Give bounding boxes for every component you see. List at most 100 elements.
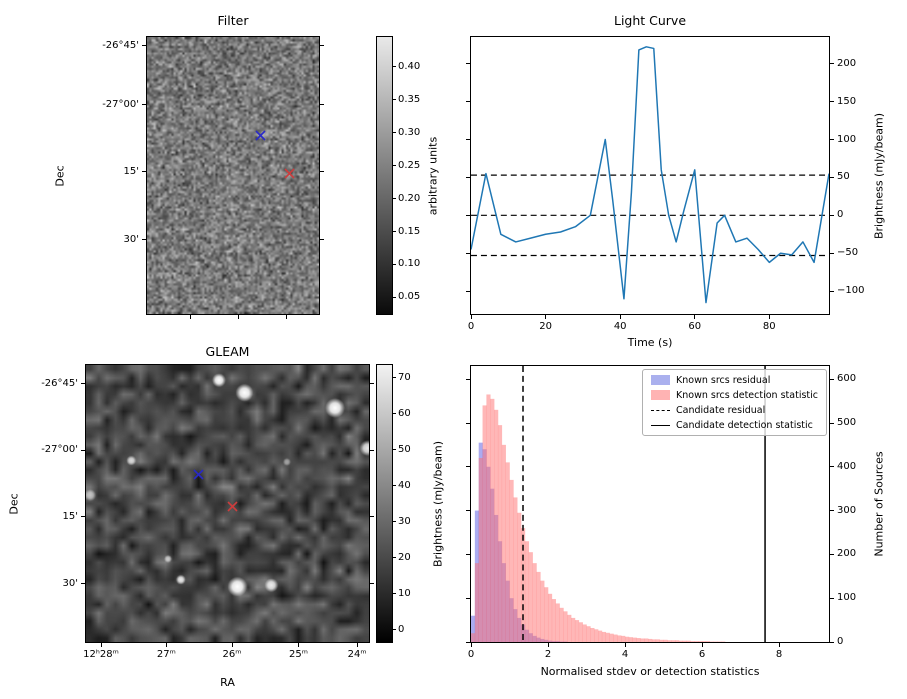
- tick-label: 80: [762, 321, 776, 332]
- tick-mark: [370, 383, 374, 385]
- tick-mark: [830, 597, 834, 599]
- tick-mark: [470, 315, 472, 319]
- tick-mark: [320, 239, 324, 240]
- tick-mark: [142, 171, 146, 173]
- gleam-ylabel: Dec: [7, 492, 21, 515]
- tick-mark: [830, 101, 834, 102]
- legend-item: Candidate residual: [651, 404, 818, 416]
- tick-label: 500: [837, 417, 857, 428]
- colorbar-tick-mark: [393, 231, 396, 232]
- tick-mark: [466, 597, 470, 599]
- colorbar-tick-label: 0: [398, 623, 405, 635]
- colorbar-tick-label: 30: [398, 515, 411, 527]
- legend: Known srcs residual Known srcs detection…: [642, 369, 827, 436]
- filter-colorbar: arbitrary units 0.40 0.35 0.30 0.25 0.20 0.15…: [376, 36, 440, 315]
- colorbar-tick-label: 0.30: [398, 126, 421, 138]
- tick-label: 300: [837, 504, 857, 516]
- gleam-image: [86, 365, 369, 642]
- tick-label: 25ᵐ: [289, 649, 308, 660]
- tick-mark: [466, 139, 470, 140]
- tick-label: 60: [688, 321, 702, 332]
- tick-mark: [830, 641, 834, 643]
- tick-label: 40: [613, 321, 627, 332]
- colorbar-tick-mark: [393, 165, 396, 166]
- light-curve-panel: Light Curve Time (s) Brightness (mJy/bea…: [466, 13, 886, 349]
- filter-panel: Filter Dec -26°45' -27°00' 15' 30': [54, 13, 324, 319]
- colorbar-tick-mark: [393, 296, 396, 298]
- legend-swatch-solid-line: [651, 424, 670, 426]
- tick-label: 50: [837, 171, 850, 183]
- tick-label: 20: [539, 321, 552, 332]
- tick-mark: [830, 466, 834, 468]
- colorbar-tick-mark: [393, 198, 396, 199]
- legend-item: Known srcs residual: [651, 374, 818, 386]
- tick-mark: [320, 104, 324, 106]
- colorbar-tick-label: 10: [398, 587, 411, 599]
- tick-mark: [778, 643, 780, 647]
- tick-label: -27°00': [41, 444, 78, 456]
- tick-mark: [165, 643, 167, 647]
- histogram-plot: [471, 366, 766, 642]
- colorbar-tick-mark: [393, 593, 396, 594]
- tick-mark: [545, 315, 547, 319]
- colorbar-tick-mark: [393, 629, 396, 630]
- legend-label: Known srcs residual: [676, 374, 771, 386]
- tick-mark: [466, 422, 470, 424]
- tick-mark: [100, 643, 102, 647]
- legend-item: Candidate detection statistic: [651, 419, 818, 431]
- tick-label: 27ᵐ: [156, 649, 176, 660]
- tick-label: 150: [837, 95, 857, 107]
- filter-colorbar-label: arbitrary units: [426, 136, 440, 215]
- legend-item: Known srcs detection statistic: [651, 389, 818, 401]
- tick-mark: [298, 643, 299, 647]
- tick-label: 200: [837, 57, 857, 69]
- legend-label: Candidate detection statistic: [676, 419, 813, 431]
- colorbar-tick-mark: [393, 263, 396, 265]
- colorbar-tick-label: 70: [398, 371, 411, 383]
- tick-mark: [701, 643, 703, 647]
- gleam-xlabel: RA: [220, 676, 235, 689]
- colorbar-tick-mark: [393, 485, 396, 486]
- filter-image: [147, 37, 319, 314]
- tick-mark: [466, 553, 470, 555]
- tick-label: 0: [837, 636, 844, 647]
- tick-mark: [370, 583, 374, 585]
- tick-label: 0: [467, 321, 475, 332]
- tick-label: 15': [123, 165, 139, 177]
- gleam-title: GLEAM: [205, 344, 250, 359]
- tick-label: -26°45': [102, 39, 139, 51]
- histogram-ylabel: Number of Sources: [872, 451, 886, 557]
- tick-mark: [370, 449, 374, 451]
- colorbar-tick-label: 0.05: [398, 291, 421, 303]
- gleam-colorbar-label: Brightness (mJy/beam): [431, 440, 445, 567]
- tick-mark: [466, 641, 470, 643]
- tick-mark: [231, 643, 233, 647]
- tick-mark: [285, 315, 287, 319]
- blue-x-marker: [193, 469, 204, 480]
- light-curve-title: Light Curve: [613, 13, 687, 28]
- tick-label: 6: [698, 649, 706, 660]
- tick-label: 400: [837, 460, 857, 472]
- colorbar-tick-mark: [393, 557, 396, 558]
- colorbar-tick-mark: [393, 413, 396, 414]
- legend-label: Known srcs detection statistic: [676, 389, 818, 401]
- tick-mark: [320, 45, 324, 47]
- colorbar-tick-mark: [393, 66, 396, 68]
- tick-mark: [189, 315, 191, 319]
- tick-mark: [694, 315, 696, 319]
- colorbar-tick-mark: [393, 377, 396, 378]
- tick-mark: [81, 516, 85, 518]
- red-x-marker: [284, 167, 295, 179]
- tick-mark: [466, 214, 470, 216]
- colorbar-tick-label: 0.20: [398, 192, 421, 204]
- colorbar-tick-label: 0.35: [398, 93, 421, 105]
- colorbar-tick-mark: [393, 132, 396, 134]
- colorbar-tick-label: 50: [398, 443, 411, 455]
- tick-mark: [470, 643, 472, 647]
- tick-mark: [624, 643, 626, 647]
- tick-mark: [830, 139, 834, 140]
- tick-mark: [142, 45, 146, 47]
- tick-label: 200: [837, 548, 857, 560]
- colorbar-tick-label: 0.40: [398, 60, 421, 72]
- light-curve-ylabel: Brightness (mJy/beam): [872, 112, 886, 239]
